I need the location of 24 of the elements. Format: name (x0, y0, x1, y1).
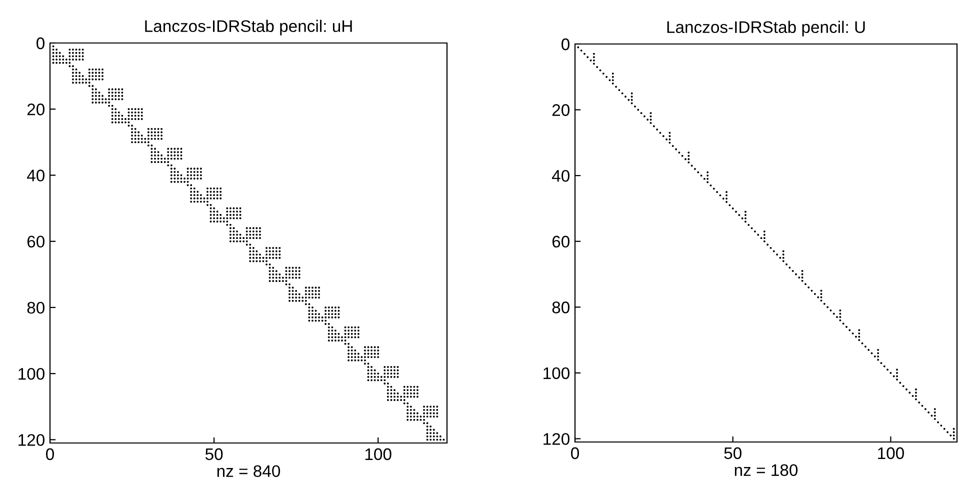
y-tick-label: 60 (27, 236, 44, 248)
y-tick-label: 40 (552, 170, 570, 182)
x-tick-label: 50 (205, 448, 223, 460)
y-tick-label: 20 (552, 104, 570, 116)
y-tick-label: 120 (18, 434, 44, 446)
y-tick-label: 80 (27, 302, 44, 314)
y-tick-label: 100 (544, 367, 570, 380)
y-tick-label: 20 (27, 104, 44, 116)
x-axis-title: nz = 180 (734, 464, 798, 476)
y-tick-label: 100 (18, 368, 44, 380)
y-tick-label: 0 (562, 38, 570, 50)
y-tick-label: 80 (552, 302, 570, 314)
chart-title: Lanczos-IDRStab pencil: U (667, 20, 865, 36)
x-tick-label: 50 (724, 447, 742, 460)
x-tick-label: 100 (878, 447, 904, 460)
y-tick-label: 120 (544, 433, 570, 445)
chart-title: Lanczos-IDRStab pencil: uH (145, 20, 352, 36)
x-tick-label: 100 (365, 448, 392, 460)
y-tick-label: 0 (36, 37, 44, 50)
x-tick-label: 0 (571, 447, 579, 460)
x-tick-label: 0 (46, 448, 54, 460)
x-axis-title: nz = 840 (217, 465, 280, 478)
y-tick-label: 40 (26, 170, 44, 182)
y-tick-label: 60 (552, 236, 570, 248)
